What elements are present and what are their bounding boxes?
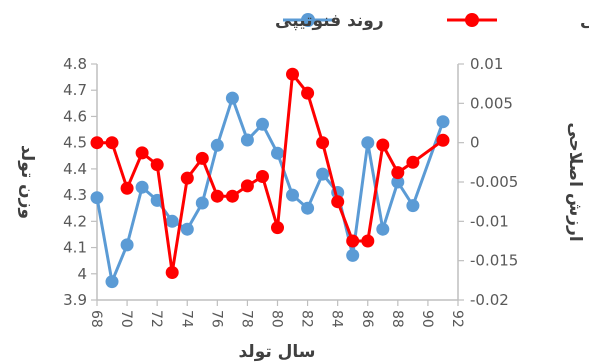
x-tick-label: 86 — [359, 310, 375, 328]
x-tick-label: 76 — [208, 310, 224, 328]
data-point-series-1 — [150, 158, 164, 172]
left-tick-label: 4.6 — [63, 107, 87, 125]
data-point-series-0 — [256, 117, 269, 131]
right-y-tick-labels: -0.02 -0.015 -0.01 -0.005 0 0.005 0.01 — [458, 55, 518, 309]
data-point-series-0 — [406, 199, 420, 213]
data-point-series-1 — [195, 151, 209, 165]
data-point-series-0 — [195, 196, 209, 210]
left-tick-label: 4 — [77, 265, 87, 283]
data-point-series-1 — [271, 221, 284, 235]
data-point-series-1 — [316, 136, 330, 150]
x-tick-label: 72 — [148, 310, 164, 328]
legend-label-phenotypic: روند فنوتیپی — [275, 11, 384, 31]
right-tick-label: 0.005 — [470, 94, 513, 112]
x-tick-label: 68 — [88, 310, 104, 328]
right-y-axis-title: ارزش اصلاحی — [565, 122, 585, 241]
x-tick-label: 84 — [329, 310, 345, 328]
x-tick-label: 92 — [449, 310, 465, 328]
legend-marker-genetic — [465, 13, 479, 27]
data-point-series-0 — [346, 248, 360, 262]
data-point-series-0 — [271, 146, 284, 160]
data-point-series-1 — [376, 138, 390, 152]
data-point-series-0 — [120, 238, 134, 252]
data-point-series-0 — [240, 133, 254, 147]
data-point-series-0 — [180, 222, 194, 236]
x-tick-label: 90 — [419, 310, 435, 328]
data-point-series-0 — [210, 138, 224, 152]
legend-label-genetic: روند ژنتیکی — [580, 11, 589, 31]
data-point-series-1 — [331, 195, 345, 209]
data-point-series-0 — [316, 167, 330, 181]
right-tick-label: 0 — [470, 134, 480, 152]
data-point-series-1 — [286, 67, 299, 81]
data-point-series-1 — [105, 136, 119, 150]
data-point-series-0 — [165, 214, 179, 228]
legend: روند فنوتیپی روند ژنتیکی — [275, 11, 589, 31]
left-tick-label: 4.8 — [63, 55, 87, 73]
data-point-series-0 — [391, 175, 405, 189]
data-point-series-0 — [376, 222, 390, 236]
data-point-series-1 — [180, 171, 194, 185]
right-tick-label: -0.02 — [470, 291, 509, 309]
left-tick-label: 4.4 — [63, 160, 87, 178]
data-point-series-0 — [361, 136, 375, 150]
right-tick-label: -0.005 — [470, 173, 518, 191]
right-tick-label: -0.015 — [470, 252, 518, 270]
data-point-series-0 — [90, 191, 104, 205]
data-point-series-1 — [406, 155, 420, 169]
data-point-series-1 — [301, 86, 315, 100]
left-tick-label: 3.9 — [63, 291, 87, 309]
left-tick-label: 4.5 — [63, 134, 87, 152]
x-tick-label: 78 — [238, 310, 254, 328]
data-point-series-0 — [286, 188, 299, 202]
data-point-series-0 — [105, 275, 119, 289]
data-point-series-0 — [301, 201, 315, 215]
data-point-series-1 — [135, 146, 149, 160]
left-tick-label: 4.2 — [63, 212, 87, 230]
data-point-series-1 — [391, 166, 405, 180]
x-tick-label: 88 — [389, 310, 405, 328]
data-point-series-1 — [240, 179, 254, 193]
data-point-series-1 — [256, 170, 269, 183]
data-point-series-1 — [361, 234, 375, 248]
data-point-series-1 — [120, 181, 134, 195]
data-point-series-1 — [436, 133, 450, 147]
x-axis-title: سال تولد — [238, 342, 315, 362]
data-point-series-0 — [135, 180, 149, 194]
data-point-series-0 — [225, 91, 239, 105]
data-point-series-1 — [165, 266, 179, 279]
left-tick-label: 4.7 — [63, 81, 87, 99]
left-tick-label: 4.3 — [63, 186, 87, 204]
x-tick-label: 82 — [299, 310, 315, 328]
series-line-1 — [97, 72, 444, 274]
left-y-axis-title: وزن تولد — [17, 145, 37, 219]
data-point-series-1 — [90, 136, 104, 150]
x-tick-label: 74 — [178, 310, 194, 328]
series-line-0 — [95, 96, 445, 284]
x-tick-labels: 68 70 72 74 76 78 80 82 84 86 88 90 92 — [88, 300, 465, 328]
legend-marker-phenotypic — [301, 13, 315, 27]
series-layer — [90, 67, 450, 289]
left-tick-label: 4.1 — [63, 239, 87, 257]
right-tick-label: 0.01 — [470, 55, 503, 73]
data-point-series-0 — [436, 115, 450, 129]
data-point-series-1 — [346, 234, 360, 248]
data-point-series-1 — [225, 189, 239, 203]
left-y-tick-labels: 3.9 4 4.1 4.2 4.3 4.4 4.5 4.6 4.7 4.8 — [63, 55, 97, 309]
data-point-series-1 — [210, 189, 224, 203]
x-tick-label: 70 — [118, 310, 134, 328]
right-tick-label: -0.01 — [470, 212, 509, 230]
x-tick-label: 80 — [269, 310, 285, 328]
